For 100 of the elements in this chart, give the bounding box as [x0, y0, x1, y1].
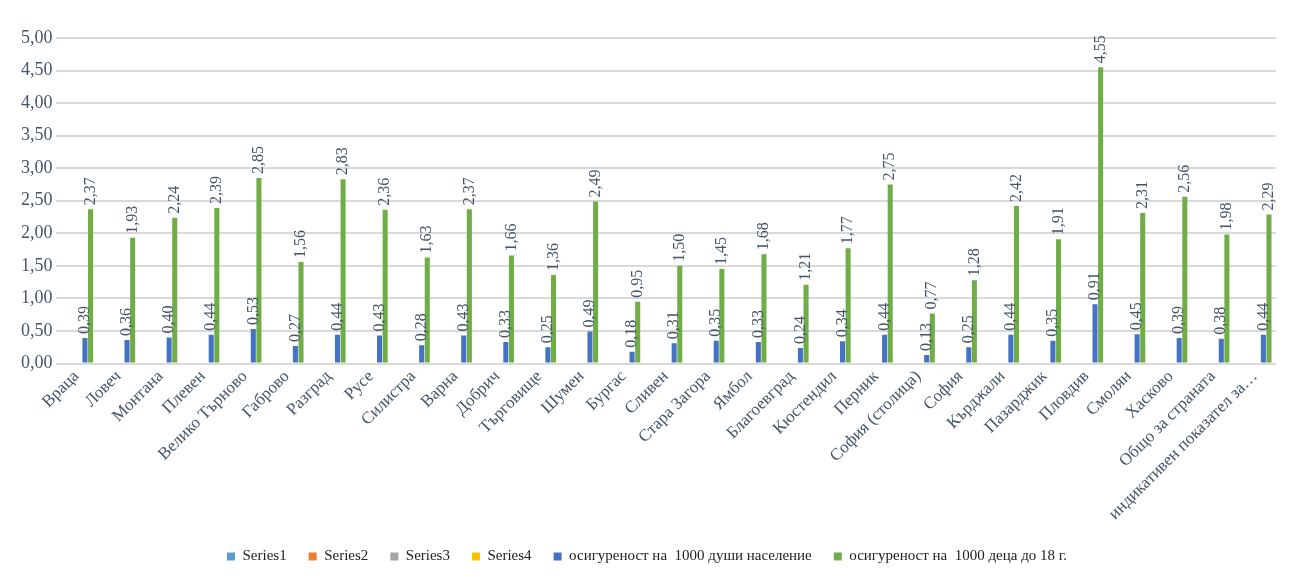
data-label: 0,24 — [790, 315, 808, 344]
bar — [1008, 334, 1014, 363]
legend-label: осигуреност на 1000 деца до 18 г. — [849, 547, 1068, 564]
bar — [671, 343, 677, 363]
bar — [755, 342, 761, 363]
data-label: 0,31 — [664, 311, 682, 340]
bar — [250, 329, 256, 363]
data-label: 2,29 — [1259, 182, 1277, 211]
bar — [1134, 334, 1140, 363]
bar — [1050, 340, 1056, 363]
data-label: 1,21 — [796, 252, 814, 281]
data-label: 0,35 — [706, 308, 724, 337]
data-label: 0,91 — [1085, 272, 1103, 301]
data-label: 0,49 — [580, 299, 598, 328]
data-label: 0,45 — [1127, 302, 1145, 331]
y-tick-label: 4,00 — [21, 91, 53, 112]
data-label: 1,93 — [122, 205, 140, 234]
data-label: 2,37 — [80, 177, 98, 206]
bar — [924, 355, 930, 363]
bar — [377, 335, 383, 363]
legend-label: Series4 — [487, 547, 533, 564]
bar — [1218, 338, 1224, 363]
bar — [587, 331, 593, 363]
data-label: 0,44 — [874, 302, 892, 331]
bar — [797, 347, 803, 363]
y-tick-label: 3,50 — [21, 124, 53, 145]
y-tick-label: 5,00 — [21, 26, 53, 47]
data-label: 0,36 — [117, 308, 135, 337]
bar — [882, 334, 888, 363]
data-label: 2,75 — [880, 152, 898, 181]
legend-label: осигуреност на 1000 души население — [569, 547, 813, 564]
data-label: 0,39 — [1169, 306, 1187, 335]
data-label: 0,13 — [916, 323, 934, 352]
y-tick-label: 2,50 — [21, 189, 53, 210]
data-label: 0,43 — [453, 303, 471, 332]
data-label: 1,63 — [417, 225, 435, 254]
data-label: 0,77 — [922, 281, 940, 310]
data-label: 1,98 — [1217, 202, 1235, 231]
data-label: 0,25 — [538, 315, 556, 344]
data-label: 2,56 — [1175, 164, 1193, 193]
data-label: 0,43 — [369, 303, 387, 332]
data-label: 1,28 — [964, 248, 982, 277]
bar — [208, 334, 214, 363]
data-label: 0,33 — [748, 310, 766, 339]
data-label: 0,53 — [243, 297, 261, 325]
data-label: 2,31 — [1132, 181, 1150, 210]
bar — [292, 345, 298, 363]
data-label: 2,37 — [459, 177, 477, 206]
data-label: 1,50 — [669, 233, 687, 262]
bar — [461, 335, 467, 363]
bar — [839, 341, 846, 363]
data-label: 1,56 — [291, 229, 309, 258]
bar — [1176, 338, 1182, 363]
bar — [419, 345, 425, 363]
data-label: 0,35 — [1043, 308, 1061, 337]
data-label: 2,42 — [1006, 173, 1024, 202]
data-label: 2,39 — [207, 175, 225, 204]
data-label: 0,28 — [411, 313, 429, 342]
data-label: 1,91 — [1048, 207, 1066, 236]
legend-label: Series2 — [324, 547, 369, 564]
y-tick-label: 3,00 — [21, 156, 53, 177]
data-label: 2,36 — [375, 177, 393, 206]
data-label: 4,55 — [1090, 35, 1108, 64]
legend-label: Series1 — [242, 547, 287, 564]
data-label: 0,44 — [1253, 302, 1271, 331]
data-label: 0,44 — [1001, 302, 1019, 331]
bar — [545, 347, 551, 363]
y-tick-label: 2,00 — [21, 222, 53, 243]
data-label: 0,95 — [627, 269, 645, 298]
y-tick-label: 1,00 — [21, 287, 53, 308]
bar — [503, 342, 509, 363]
data-label: 0,38 — [1211, 306, 1229, 335]
data-label: 1,77 — [838, 216, 856, 245]
bar — [1260, 334, 1266, 363]
y-tick-label: 0,00 — [21, 352, 53, 373]
bar — [629, 351, 635, 363]
bar — [713, 340, 719, 363]
bar — [124, 340, 130, 363]
data-label: 2,24 — [164, 185, 182, 214]
y-tick-label: 1,50 — [21, 254, 53, 275]
data-label: 0,39 — [75, 306, 93, 335]
data-label: 0,34 — [832, 309, 850, 338]
bar — [82, 338, 88, 363]
data-label: 0,40 — [159, 305, 177, 334]
data-label: 1,36 — [543, 242, 561, 271]
bar — [1092, 304, 1098, 363]
data-label: 2,49 — [585, 169, 603, 198]
data-label: 2,85 — [249, 145, 267, 174]
data-label: 0,33 — [496, 310, 514, 339]
data-label: 1,45 — [712, 237, 730, 266]
bar — [966, 347, 972, 363]
data-label: 0,44 — [327, 302, 345, 331]
data-label: 0,25 — [958, 315, 976, 344]
data-label: 2,83 — [333, 147, 351, 176]
data-label: 0,18 — [622, 319, 640, 348]
bar — [166, 337, 172, 363]
data-label: 0,27 — [285, 313, 303, 342]
y-tick-label: 4,50 — [21, 59, 53, 80]
bar — [334, 334, 340, 363]
data-label: 1,66 — [501, 223, 519, 252]
